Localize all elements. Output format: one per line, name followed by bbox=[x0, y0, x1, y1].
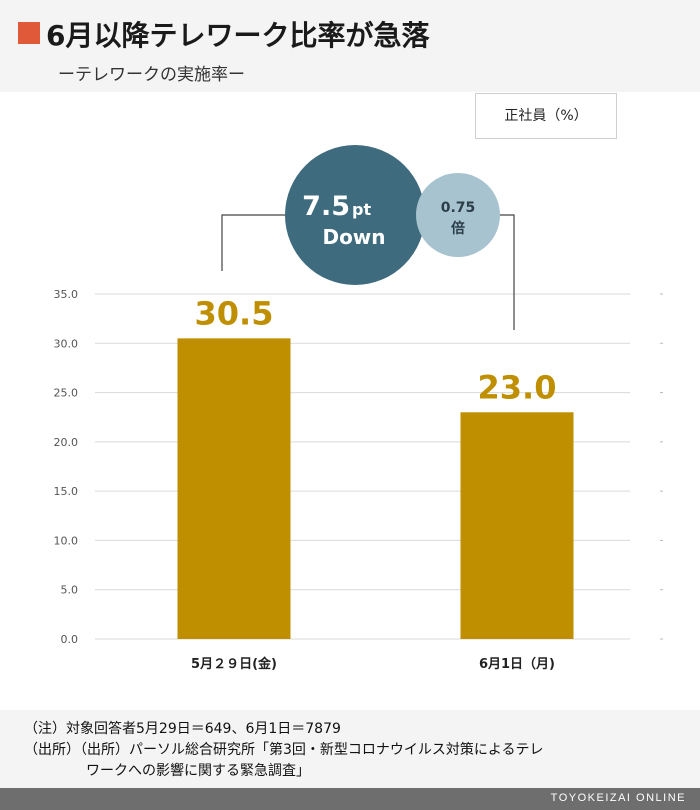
x-tick-label: 5月２９日(金) bbox=[191, 656, 277, 672]
note-source: （出所）（出所）パーソル総合研究所「第3回・新型コロナウイルス対策によるテレ bbox=[24, 742, 544, 758]
data-label: 30.5 bbox=[195, 294, 274, 332]
ratio-value: 0.75 bbox=[441, 200, 476, 216]
y-tick-label: 25.0 bbox=[54, 387, 79, 400]
y-tick-label: 35.0 bbox=[54, 288, 79, 301]
bar1-connector-line bbox=[221, 214, 300, 271]
bar bbox=[460, 412, 574, 639]
header: 6月以降テレワーク比率が急落 ーテレワークの実施率ー bbox=[0, 0, 700, 92]
difference-circle bbox=[285, 145, 425, 285]
notes-section: （注）対象回答者5月29日＝649、6月1日＝7879 （出所）（出所）パーソル… bbox=[0, 710, 700, 788]
y-tick-label: 5.0 bbox=[61, 584, 79, 597]
ratio-circle bbox=[416, 173, 500, 257]
difference-value: 7.5 bbox=[302, 191, 350, 222]
difference-unit: pt bbox=[352, 200, 371, 219]
unit-label-box: 正社員（%） bbox=[475, 93, 617, 139]
y-tick-label: 15.0 bbox=[54, 485, 79, 498]
bar2-connector-line bbox=[496, 214, 515, 330]
bar bbox=[177, 338, 291, 639]
y-tick-label: 0.0 bbox=[61, 633, 79, 646]
footer-brand: TOYOKEIZAI ONLINE bbox=[550, 792, 686, 804]
chart-subtitle: ーテレワークの実施率ー bbox=[58, 65, 245, 85]
y-tick-label: 20.0 bbox=[54, 436, 79, 449]
title-marker-square bbox=[18, 22, 40, 44]
difference-word: Down bbox=[322, 225, 385, 249]
note-respondents: （注）対象回答者5月29日＝649、6月1日＝7879 bbox=[24, 721, 341, 737]
y-tick-label: 30.0 bbox=[54, 337, 79, 350]
data-label: 23.0 bbox=[478, 368, 557, 406]
chart-title: 6月以降テレワーク比率が急落 bbox=[46, 19, 430, 52]
ratio-unit: 倍 bbox=[451, 220, 465, 237]
note-source-continued: ワークへの影響に関する緊急調査」 bbox=[86, 763, 310, 779]
x-tick-label: 6月1日（月) bbox=[479, 656, 555, 672]
footer-bar: TOYOKEIZAI ONLINE bbox=[0, 788, 700, 810]
y-tick-label: 10.0 bbox=[54, 534, 79, 547]
bar-chart: 35.030.025.020.015.010.05.00.0 30.523.0 … bbox=[54, 145, 663, 672]
